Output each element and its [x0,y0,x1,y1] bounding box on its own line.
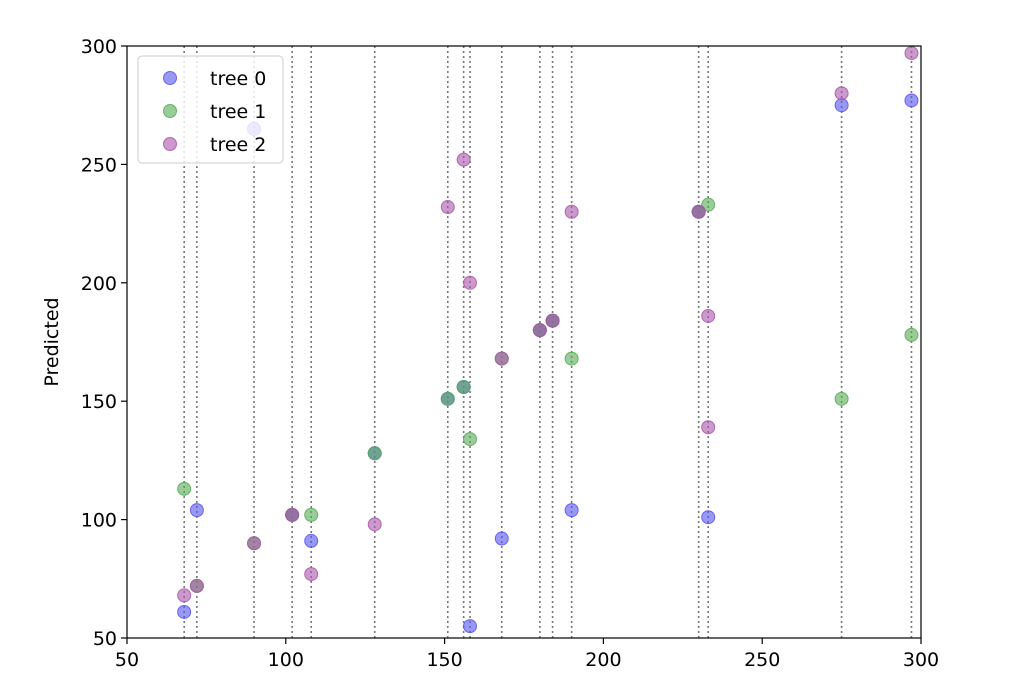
data-point [834,86,849,101]
y-tick-label: 50 [93,628,117,650]
data-point [367,446,382,461]
data-point [463,432,478,447]
x-tick-label: 50 [115,649,139,671]
data-point [189,503,204,518]
x-tick-label: 200 [585,649,621,671]
data-point [177,604,192,619]
y-tick-label: 100 [81,510,117,532]
data-point [189,578,204,593]
data-point [456,379,471,394]
data-points [177,46,919,634]
data-point [564,204,579,219]
legend-marker [163,71,177,85]
legend-label: tree 0 [210,68,266,90]
data-point [440,200,455,215]
data-point [545,313,560,328]
plot-area-frame [126,45,922,639]
y-axis-label: Predicted [41,297,63,386]
data-point [904,327,919,342]
data-point [904,93,919,108]
data-point [494,531,509,546]
data-point [564,351,579,366]
data-point [304,533,319,548]
data-point [701,197,716,212]
data-point [691,204,706,219]
data-point [701,510,716,525]
legend-label: tree 2 [210,134,266,156]
legend-label: tree 1 [210,101,266,123]
data-point [463,619,478,634]
y-axis: 50 100 150 200 250 300 [81,36,127,650]
data-point [367,517,382,532]
data-point [701,308,716,323]
data-point [177,481,192,496]
data-point [904,46,919,61]
legend-marker [163,137,177,151]
y-tick-label: 200 [81,273,117,295]
y-tick-label: 250 [81,154,117,176]
y-tick-label: 300 [81,36,117,58]
data-point [564,503,579,518]
data-point [456,152,471,167]
x-tick-label: 150 [426,649,462,671]
data-point [463,275,478,290]
legend-marker [163,104,177,118]
data-point [701,420,716,435]
data-point [304,507,319,522]
data-point [532,323,547,338]
data-point [440,391,455,406]
legend: tree 0 tree 1 tree 2 [137,55,284,164]
vertical-reference-lines [183,46,913,638]
x-tick-label: 300 [903,649,939,671]
data-point [247,536,262,551]
data-point [494,351,509,366]
data-point [304,567,319,582]
data-point [834,98,849,113]
data-point [177,588,192,603]
x-tick-label: 100 [268,649,304,671]
x-tick-label: 250 [744,649,780,671]
data-point [285,507,300,522]
data-point [834,391,849,406]
x-axis: 50 100 150 200 250 300 [115,638,939,671]
y-tick-label: 150 [81,391,117,413]
